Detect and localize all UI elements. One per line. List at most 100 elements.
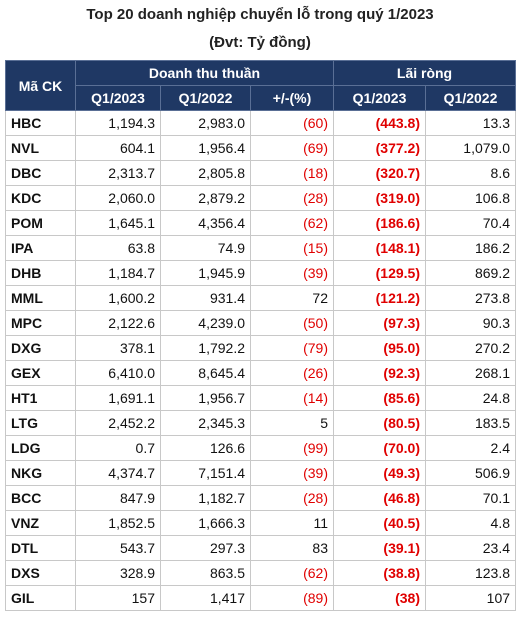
ticker-cell: HBC <box>5 110 76 136</box>
ticker-cell: MML <box>5 285 76 311</box>
value-cell: 863.5 <box>160 560 251 586</box>
header-group: Doanh thu thuần <box>75 60 334 86</box>
ticker-cell: KDC <box>5 185 76 211</box>
value-cell: 123.8 <box>424 560 517 586</box>
ticker-cell: GEX <box>5 360 76 386</box>
value-cell: (50) <box>250 310 334 336</box>
value-cell: (79) <box>250 335 334 361</box>
value-cell: 157 <box>75 585 161 611</box>
value-cell: 1,417 <box>160 585 251 611</box>
value-cell: 506.9 <box>424 460 517 486</box>
subtitle: (Đvt: Tỷ đồng) <box>209 34 311 51</box>
value-cell: 2,122.6 <box>75 310 161 336</box>
table-row: POM 1,645.1 4,356.4 (62) (186.6) 70.4 <box>5 210 517 236</box>
value-cell: 107 <box>424 585 517 611</box>
value-cell: (99) <box>250 435 334 461</box>
header-cell: Q1/2023 <box>75 85 161 111</box>
value-cell: (80.5) <box>333 410 426 436</box>
table-row: NKG 4,374.7 7,151.4 (39) (49.3) 506.9 <box>5 460 517 486</box>
value-cell: 270.2 <box>424 335 517 361</box>
value-cell: 83 <box>250 535 334 561</box>
value-cell: (46.8) <box>333 485 426 511</box>
value-cell: (92.3) <box>333 360 426 386</box>
value-cell: (85.6) <box>333 385 426 411</box>
value-cell: (320.7) <box>333 160 426 186</box>
ticker-cell: GIL <box>5 585 76 611</box>
value-cell: (95.0) <box>333 335 426 361</box>
value-cell: 0.7 <box>75 435 161 461</box>
value-cell: (97.3) <box>333 310 426 336</box>
value-cell: 1,182.7 <box>160 485 251 511</box>
table-row: GEX 6,410.0 8,645.4 (26) (92.3) 268.1 <box>5 360 517 386</box>
table-row: DXG 378.1 1,792.2 (79) (95.0) 270.2 <box>5 335 517 361</box>
header-cell: Mã CK <box>5 60 76 111</box>
value-cell: 1,194.3 <box>75 110 161 136</box>
header-group: Lãi ròng <box>332 60 517 86</box>
value-cell: 4,239.0 <box>160 310 251 336</box>
value-cell: (148.1) <box>333 235 426 261</box>
value-cell: 2,983.0 <box>160 110 251 136</box>
value-cell: 869.2 <box>424 260 517 286</box>
value-cell: (70.0) <box>333 435 426 461</box>
value-cell: 70.4 <box>424 210 517 236</box>
ticker-cell: DTL <box>5 535 76 561</box>
ticker-cell: DXG <box>5 335 76 361</box>
value-cell: 5 <box>250 410 334 436</box>
value-cell: 1,691.1 <box>75 385 161 411</box>
value-cell: 8,645.4 <box>160 360 251 386</box>
value-cell: 126.6 <box>160 435 251 461</box>
ticker-cell: DXS <box>5 560 76 586</box>
ticker-cell: NVL <box>5 135 76 161</box>
table-row: DHB 1,184.7 1,945.9 (39) (129.5) 869.2 <box>5 260 517 286</box>
value-cell: (62) <box>250 560 334 586</box>
value-cell: (49.3) <box>333 460 426 486</box>
ticker-cell: POM <box>5 210 76 236</box>
table-row: MML 1,600.2 931.4 72 (121.2) 273.8 <box>5 285 517 311</box>
ticker-cell: MPC <box>5 310 76 336</box>
value-cell: 273.8 <box>424 285 517 311</box>
header-cell: Q1/2022 <box>424 85 517 111</box>
value-cell: 1,600.2 <box>75 285 161 311</box>
value-cell: 70.1 <box>424 485 517 511</box>
ticker-cell: DBC <box>5 160 76 186</box>
table-row: DXS 328.9 863.5 (62) (38.8) 123.8 <box>5 560 517 586</box>
value-cell: 4.8 <box>424 510 517 536</box>
value-cell: 4,356.4 <box>160 210 251 236</box>
value-cell: 74.9 <box>160 235 251 261</box>
value-cell: 90.3 <box>424 310 517 336</box>
value-cell: 1,645.1 <box>75 210 161 236</box>
value-cell: 543.7 <box>75 535 161 561</box>
value-cell: (39) <box>250 460 334 486</box>
header-cell: Q1/2023 <box>333 85 426 111</box>
value-cell: 6,410.0 <box>75 360 161 386</box>
table-row: HBC 1,194.3 2,983.0 (60) (443.8) 13.3 <box>5 110 517 136</box>
value-cell: (40.5) <box>333 510 426 536</box>
table-header: Mã CK Doanh thu thuần Lãi ròng Q1/2023 Q1… <box>5 60 517 111</box>
value-cell: 8.6 <box>424 160 517 186</box>
value-cell: (28) <box>250 485 334 511</box>
table-row: DTL 543.7 297.3 83 (39.1) 23.4 <box>5 535 517 561</box>
value-cell: 24.8 <box>424 385 517 411</box>
value-cell: (377.2) <box>333 135 426 161</box>
value-cell: 2,060.0 <box>75 185 161 211</box>
value-cell: 4,374.7 <box>75 460 161 486</box>
value-cell: 2.4 <box>424 435 517 461</box>
value-cell: 2,452.2 <box>75 410 161 436</box>
value-cell: (38.8) <box>333 560 426 586</box>
header-cell: +/-(%) <box>250 85 334 111</box>
table-row: LTG 2,452.2 2,345.3 5 (80.5) 183.5 <box>5 410 517 436</box>
value-cell: (443.8) <box>333 110 426 136</box>
table-row: IPA 63.8 74.9 (15) (148.1) 186.2 <box>5 235 517 261</box>
value-cell: 183.5 <box>424 410 517 436</box>
value-cell: 1,792.2 <box>160 335 251 361</box>
ticker-cell: NKG <box>5 460 76 486</box>
value-cell: (319.0) <box>333 185 426 211</box>
value-cell: (39) <box>250 260 334 286</box>
title: Top 20 doanh nghiệp chuyển lỗ trong quý … <box>86 6 434 23</box>
table-row: DBC 2,313.7 2,805.8 (18) (320.7) 8.6 <box>5 160 517 186</box>
value-cell: 297.3 <box>160 535 251 561</box>
value-cell: (18) <box>250 160 334 186</box>
ticker-cell: IPA <box>5 235 76 261</box>
value-cell: 72 <box>250 285 334 311</box>
value-cell: 7,151.4 <box>160 460 251 486</box>
